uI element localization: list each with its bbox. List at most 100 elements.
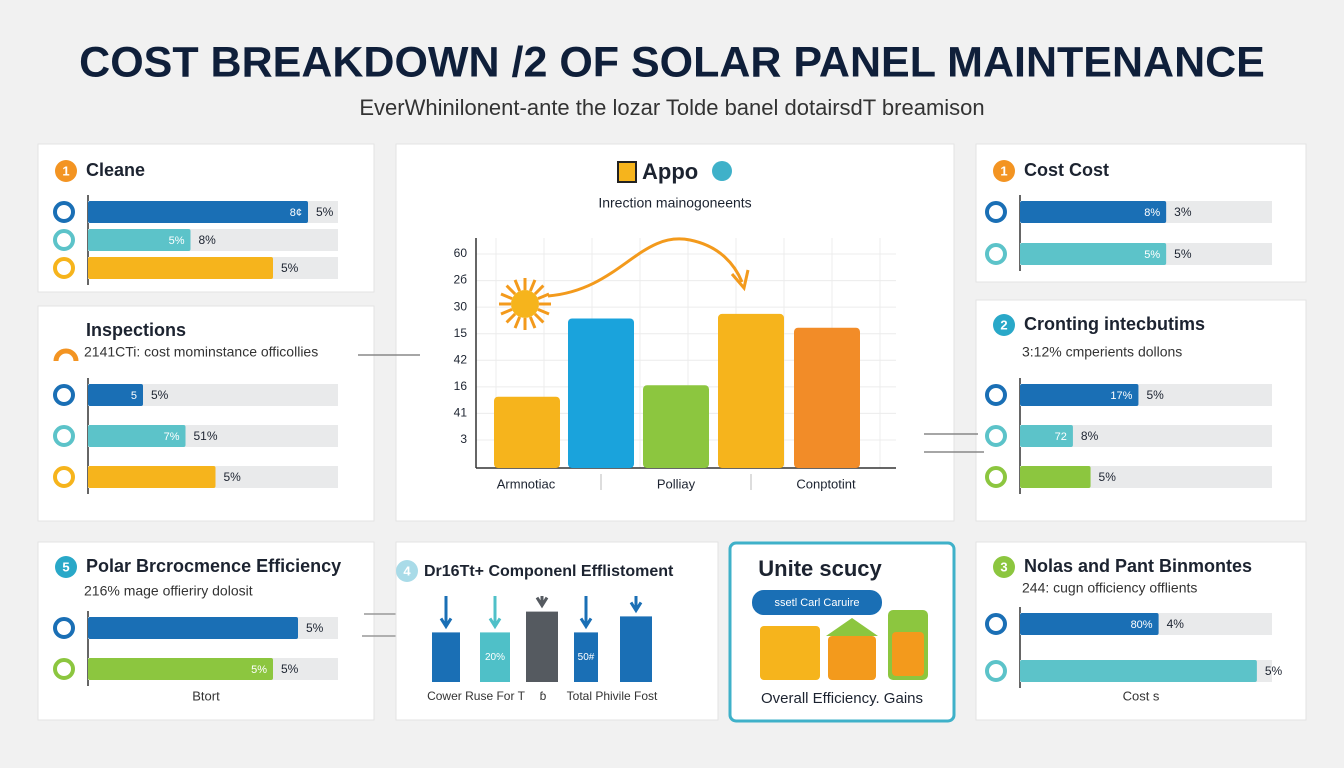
bar-label: 5% (316, 205, 334, 219)
component-bar-label: 20% (485, 652, 505, 663)
bar (88, 229, 191, 251)
trend-arrow (547, 237, 744, 298)
badge-number: 3 (1000, 559, 1007, 574)
bar (88, 466, 216, 488)
badge (993, 556, 1015, 578)
chart-subtitle: Inrection mainogoneents (598, 195, 751, 211)
bar (1020, 425, 1073, 447)
chart-bar (643, 385, 709, 468)
bar-label: 5% (224, 470, 242, 484)
trend-arrowhead (730, 269, 750, 292)
y-axis-label: 15 (454, 326, 468, 340)
bar-inner-label: 5 (131, 390, 137, 402)
panel-title: Cost Cost (1024, 160, 1109, 180)
bar-inner-label: 5% (251, 664, 267, 676)
panel-title: Cronting intecbutims (1024, 314, 1205, 334)
component-bar (432, 632, 460, 682)
bar (1020, 201, 1167, 223)
chart-bar (794, 327, 860, 468)
sun-ray (533, 284, 545, 296)
bar-track (88, 384, 338, 406)
x-axis-label: Conptotint (796, 476, 856, 491)
component-bar (526, 611, 558, 682)
panel-title: Cleane (86, 160, 145, 180)
sun-ray (500, 292, 513, 301)
bar-icon (985, 660, 1007, 682)
bar-icon (53, 425, 75, 447)
bar-label: 51% (194, 429, 218, 443)
bar-icon (985, 425, 1007, 447)
chart-icon (617, 161, 637, 183)
bar-icon (985, 201, 1007, 223)
y-axis-label: 60 (454, 246, 468, 260)
sun-ray (528, 316, 537, 329)
bar-label: 3% (1174, 205, 1192, 219)
bar-inner-label: 72 (1055, 431, 1067, 443)
bar-label: 4% (1167, 617, 1185, 631)
bar-inner-label: 5% (1144, 249, 1160, 261)
component-arrowhead (579, 617, 593, 630)
bar-label: 5% (151, 388, 169, 402)
bar (88, 617, 298, 639)
badge-number: 4 (403, 563, 411, 578)
chart-bar (568, 318, 634, 468)
bar-label: 5% (1099, 470, 1117, 484)
panel-subtitle: 2141CTi: cost mominstance officollies (84, 344, 318, 360)
badge (993, 160, 1015, 182)
y-axis-label: 16 (454, 379, 468, 393)
x-axis-label: Armnotiac (497, 476, 556, 491)
sun-ray (537, 292, 550, 301)
bar-label: 5% (1265, 664, 1283, 678)
bar-icon (985, 613, 1007, 635)
y-axis-label: 42 (454, 352, 468, 366)
bar-icon (53, 229, 75, 251)
sun-ray (505, 284, 517, 296)
badge-number: 1 (62, 163, 69, 178)
bar (88, 257, 273, 279)
panel-subtitle: 216% mage offieriry dolosit (84, 583, 253, 599)
sun-icon (499, 278, 551, 330)
bar-icon (53, 384, 75, 406)
bar-inner-label: 7% (164, 431, 180, 443)
sun-ray (500, 307, 513, 316)
panel-subtitle: 244: cugn officiency offlients (1022, 580, 1197, 596)
bar (88, 201, 308, 223)
component-bar (574, 632, 598, 682)
badge (993, 314, 1015, 336)
bar-label: 5% (1174, 247, 1192, 261)
pill (752, 590, 882, 615)
bar-icon (53, 658, 75, 680)
bar-track (1020, 425, 1272, 447)
component-bar (480, 632, 510, 682)
bar-inner-label: 8% (1144, 207, 1160, 219)
box-icon (892, 632, 924, 676)
sun-ray (537, 307, 550, 316)
bar (1020, 243, 1167, 265)
bar-icon (53, 617, 75, 639)
panel-footer: Cost s (1123, 688, 1160, 703)
sun-ray (505, 312, 517, 324)
component-label: Total Phivile Fost (567, 689, 658, 703)
panel-footer: Btort (192, 688, 220, 703)
badge (396, 560, 418, 582)
sun-ray (513, 316, 522, 329)
page-subtitle: EverWhinilonent-ante the lozar Tolde ban… (359, 95, 984, 120)
building-icon (760, 626, 820, 680)
sun-ray (513, 279, 522, 292)
component-arrowhead (488, 617, 502, 630)
chart-bar (718, 313, 784, 468)
bar-label: 8% (1081, 429, 1099, 443)
page-title: COST BREAKDOWN /2 OF SOLAR PANEL MAINTEN… (79, 38, 1265, 86)
bar (1020, 466, 1091, 488)
bar (88, 425, 186, 447)
sun-ray (533, 312, 545, 324)
pill-text: ssetl Carl Caruire (775, 597, 860, 609)
component-label: ɓ (540, 689, 547, 703)
panel-title: Polar Brcrocmence Efficiency (86, 556, 341, 576)
sun-ray (528, 279, 537, 292)
component-arrowhead (439, 617, 453, 630)
bar-inner-label: 80% (1131, 619, 1153, 631)
panel-title: Nolas and Pant Binmontes (1024, 556, 1252, 576)
y-axis-label: 41 (454, 406, 468, 420)
